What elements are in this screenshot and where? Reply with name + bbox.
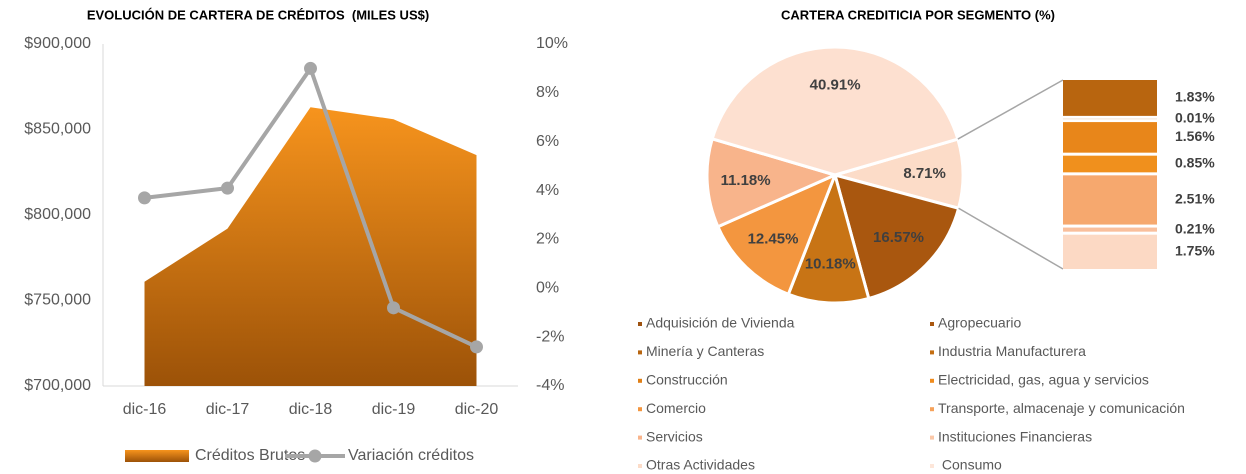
pie-label: 40.91%: [810, 76, 861, 93]
y-tick-label: $700,000: [24, 377, 91, 394]
pie-slice: [715, 172, 838, 297]
x-tick-label: dic-19: [372, 401, 416, 418]
bar-segment: [1063, 80, 1157, 116]
line-marker: [470, 340, 483, 354]
legend-swatch: [638, 350, 642, 355]
legend-swatch: [930, 378, 934, 383]
legend-label: Comercio: [646, 400, 706, 416]
bar-segment: [1063, 155, 1157, 173]
bar-label: 1.83%: [1175, 89, 1215, 105]
line-marker: [304, 61, 317, 75]
y-tick-label: $800,000: [24, 206, 91, 223]
chart-title: EVOLUCIÓN DE CARTERA DE CRÉDITOS (MILES …: [87, 7, 429, 22]
x-tick-label: dic-16: [123, 401, 167, 418]
bar-label: 0.85%: [1175, 155, 1215, 171]
legend-swatch: [125, 450, 189, 462]
legend-label: Agropecuario: [938, 315, 1021, 331]
legend-label: Consumo: [938, 457, 1002, 473]
pie-label: 12.45%: [748, 231, 799, 248]
legend-label: Minería y Canteras: [646, 343, 764, 359]
legend-swatch: [930, 435, 934, 440]
legend-swatch: [638, 464, 642, 468]
bar-segment: [1063, 175, 1157, 225]
pie-slice: [710, 45, 960, 177]
area: [144, 107, 477, 387]
bar-label: 1.75%: [1175, 243, 1215, 259]
bar-label: 1.56%: [1175, 128, 1215, 144]
bar-segment: [1063, 227, 1157, 232]
y-tick-label: $850,000: [24, 121, 91, 138]
line-marker: [387, 301, 400, 315]
bar-label: 2.51%: [1175, 191, 1215, 207]
bar-segment: [1063, 234, 1157, 269]
bar-label: 0.01%: [1175, 110, 1215, 126]
pie-slice: [705, 136, 840, 229]
x-tick-label: dic-17: [206, 401, 250, 418]
connector: [957, 79, 1064, 140]
y2-tick-label: 2%: [536, 231, 559, 248]
legend-swatch: [638, 378, 642, 383]
pie-label: 16.57%: [873, 229, 924, 246]
legend-swatch: [930, 322, 934, 326]
y2-tick-label: 6%: [536, 133, 559, 150]
line-marker: [138, 191, 151, 205]
pie-label: 11.18%: [721, 172, 771, 189]
legend-swatch: [930, 350, 934, 355]
x-tick-label: dic-20: [455, 401, 499, 418]
legend-swatch: [930, 464, 934, 468]
chart-title: CARTERA CREDITICIA POR SEGMENTO (%): [781, 7, 1055, 22]
legend-label: Variación créditos: [348, 447, 474, 464]
bar-segment: [1063, 122, 1157, 153]
legend-swatch: [638, 407, 642, 412]
legend-swatch: [308, 449, 322, 463]
pie-slice: [832, 172, 961, 301]
legend-label: Construcción: [646, 372, 728, 388]
y2-tick-label: 0%: [536, 280, 559, 297]
y-tick-label: $900,000: [24, 35, 91, 52]
legend-swatch: [638, 322, 642, 326]
line-marker: [221, 181, 234, 195]
connector: [958, 207, 1064, 270]
legend-label: Transporte, almacenaje y comunicación: [938, 400, 1185, 416]
y2-tick-label: 4%: [536, 182, 559, 199]
legend-swatch: [638, 435, 642, 440]
y2-tick-label: -4%: [536, 377, 564, 394]
legend-label: Instituciones Financieras: [938, 428, 1092, 444]
legend-label: Servicios: [646, 428, 703, 444]
y2-tick-label: -2%: [536, 328, 564, 345]
y-tick-label: $750,000: [24, 292, 91, 309]
legend-label: Otras Actividades: [646, 457, 755, 473]
pie-label: 8.71%: [903, 165, 946, 182]
pie-label: 10.18%: [805, 255, 856, 272]
bar-label: 0.21%: [1175, 220, 1215, 236]
legend-label: Adquisición de Vivienda: [646, 315, 795, 331]
y2-tick-label: 10%: [536, 35, 568, 52]
legend-label: Créditos Brutos: [195, 447, 305, 464]
pie-slice: [786, 170, 871, 305]
y2-tick-label: 8%: [536, 84, 559, 101]
legend-label: Industria Manufacturera: [938, 343, 1086, 359]
x-tick-label: dic-18: [289, 401, 333, 418]
legend-label: Electricidad, gas, agua y servicios: [938, 372, 1149, 388]
legend-swatch: [930, 407, 934, 412]
